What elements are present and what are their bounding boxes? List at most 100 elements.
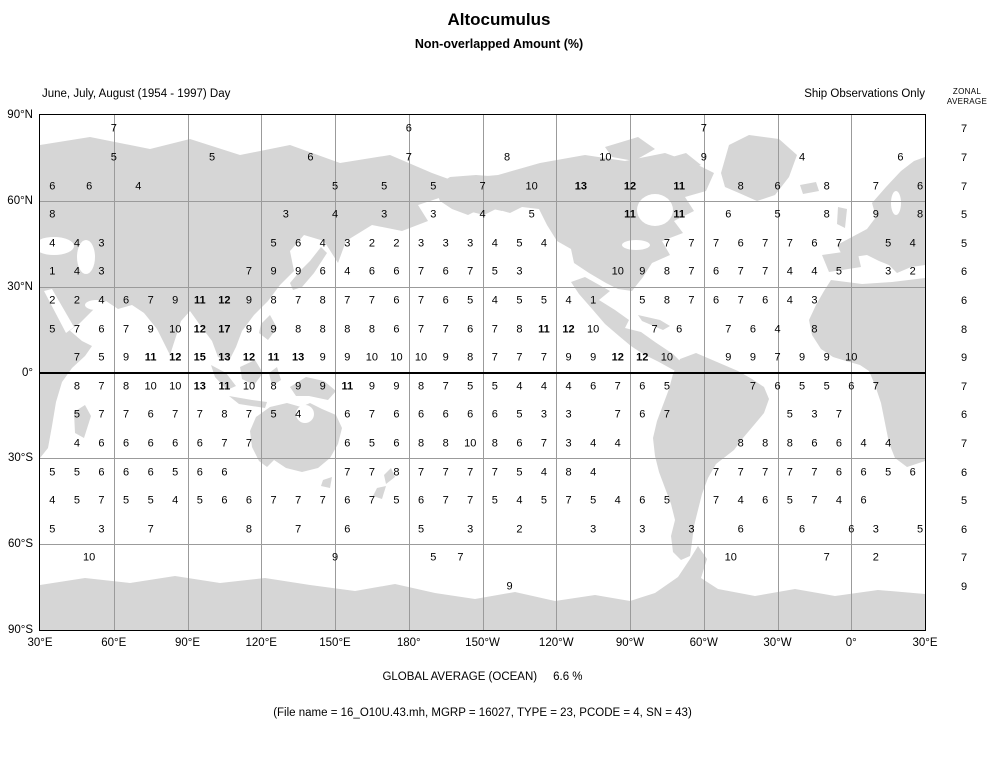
cell-value: 7 (712, 237, 720, 250)
lon-tick-label: 60°E (101, 637, 127, 649)
cell-value: 6 (147, 437, 154, 450)
cell-value: 7 (491, 351, 498, 364)
cell-value: 10 (525, 180, 538, 193)
grid-lines (40, 115, 925, 630)
cell-value: 4 (786, 265, 793, 278)
cell-value: 10 (83, 551, 96, 564)
cell-value: 4 (172, 494, 179, 507)
cell-value: 3 (565, 437, 572, 450)
figure-title: Altocumulus (447, 10, 551, 29)
cell-value: 7 (122, 323, 130, 336)
cell-value: 8 (516, 323, 523, 336)
zonal-average-value: 7 (960, 380, 968, 393)
cell-value: 5 (270, 408, 277, 421)
cell-value: 3 (98, 237, 105, 250)
cell-value: 12 (242, 351, 256, 364)
cell-value: 5 (516, 237, 523, 250)
lon-tick-label: 30°W (763, 637, 792, 649)
cell-value: 7 (417, 294, 425, 307)
cell-value: 9 (799, 351, 806, 364)
cell-value: 5 (430, 551, 437, 564)
lon-tick-label: 180° (396, 637, 421, 649)
cell-value: 8 (565, 466, 572, 479)
cell-value: 5 (381, 180, 388, 193)
cell-value: 6 (749, 323, 756, 336)
land-new-guinea (290, 377, 336, 400)
lon-tick-label: 120°E (245, 637, 277, 649)
equator-line (40, 371, 925, 374)
cell-value: 7 (196, 408, 203, 421)
cell-value: 6 (909, 466, 916, 479)
cell-value: 5 (73, 408, 80, 421)
cell-value: 9 (270, 265, 277, 278)
cell-value: 6 (147, 408, 154, 421)
cell-value: 5 (774, 208, 781, 221)
lon-tick-label: 150°W (465, 637, 500, 649)
cell-value: 7 (147, 294, 154, 307)
cell-value: 6 (295, 237, 302, 250)
cell-value: 5 (786, 408, 793, 421)
cell-value: 9 (147, 323, 154, 336)
cell-value: 7 (565, 494, 572, 507)
cell-value: 7 (762, 237, 769, 250)
cell-value: 12 (169, 351, 182, 364)
cell-value: 8 (73, 380, 80, 393)
cell-value: 6 (762, 294, 769, 307)
cell-value: 2 (368, 237, 375, 250)
land-europe (837, 157, 925, 273)
zonal-average-value: 5 (960, 209, 968, 222)
cell-value: 5 (467, 380, 474, 393)
cell-value: 5 (73, 494, 80, 507)
cell-value: 5 (491, 265, 498, 278)
global-average-value: 6.6 % (553, 671, 583, 683)
cell-value: 7 (872, 180, 879, 193)
cell-value: 6 (799, 523, 806, 536)
lon-tick-label: 30°E (27, 637, 53, 649)
cell-value: 9 (700, 151, 707, 164)
cell-value: 8 (221, 408, 228, 421)
cell-value: 6 (86, 180, 93, 193)
cell-value: 8 (319, 294, 326, 307)
cell-value: 8 (442, 437, 449, 450)
land-britain (837, 207, 847, 228)
zonal-header-line2: AVERAGE (946, 96, 988, 106)
cell-value: 6 (835, 466, 843, 479)
cell-value: 6 (417, 408, 425, 421)
cell-value: 10 (611, 265, 624, 278)
cell-value: 6 (417, 494, 425, 507)
cell-value: 5 (270, 237, 277, 250)
zonal-average-value: 6 (960, 266, 968, 279)
cell-value: 1 (49, 265, 56, 278)
cell-value: 7 (700, 122, 707, 135)
cell-value: 7 (737, 466, 744, 479)
cell-value: 7 (762, 265, 769, 278)
cell-value: 6 (712, 265, 720, 278)
lat-tick-label: 0° (22, 366, 33, 379)
cell-value: 7 (442, 380, 449, 393)
cell-value: 5 (491, 494, 498, 507)
zonal-average-value: 7 (960, 180, 968, 193)
figure-subtitle: Non-overlapped Amount (%) (414, 37, 584, 51)
cell-value: 5 (786, 494, 793, 507)
lon-tick-label: 120°W (538, 637, 574, 649)
land-africa (809, 278, 925, 467)
land-cuba (638, 315, 670, 330)
cell-value: 7 (749, 380, 756, 393)
cell-value: 6 (122, 466, 130, 479)
cell-value: 6 (467, 408, 474, 421)
cell-value: 10 (845, 351, 858, 364)
cell-value: 4 (540, 466, 548, 479)
cell-value: 4 (860, 437, 867, 450)
land-eurasia (40, 137, 454, 361)
sea-baltic (891, 191, 901, 215)
cell-value: 3 (516, 265, 523, 278)
cell-value: 11 (341, 380, 354, 393)
cell-value: 9 (393, 380, 400, 393)
cell-value: 6 (725, 208, 732, 221)
cell-value: 7 (811, 466, 818, 479)
cell-value: 7 (712, 466, 720, 479)
cell-value: 8 (344, 323, 351, 336)
cell-value: 8 (270, 294, 277, 307)
cell-value: 8 (122, 380, 130, 393)
cell-value: 12 (623, 180, 637, 193)
